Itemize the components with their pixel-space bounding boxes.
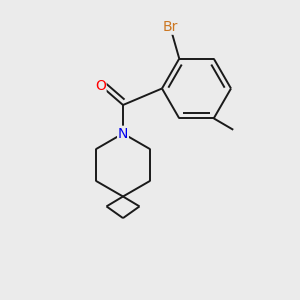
Text: Br: Br	[163, 20, 178, 34]
Text: O: O	[95, 79, 106, 92]
Text: N: N	[118, 127, 128, 140]
Text: N: N	[118, 127, 128, 140]
